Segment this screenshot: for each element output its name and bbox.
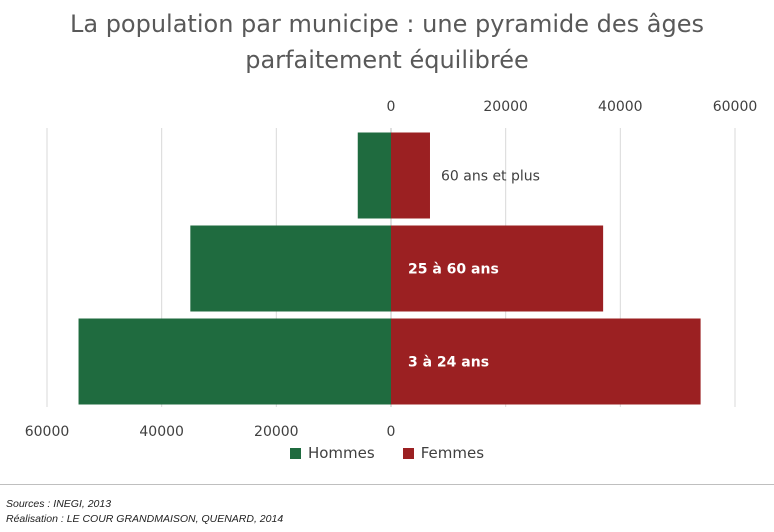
- category-label: 25 à 60 ans: [408, 262, 499, 278]
- footer-divider: [0, 484, 774, 485]
- chart-title-line-2: parfaitement équilibrée: [245, 46, 529, 74]
- legend-item-femmes: Femmes: [402, 444, 485, 462]
- bar-hommes: [190, 225, 391, 312]
- legend: Hommes Femmes: [0, 444, 774, 462]
- bottom-axis-tick-label: 40000: [139, 424, 184, 440]
- bar-hommes: [78, 318, 392, 405]
- legend-label-femmes: Femmes: [420, 444, 485, 462]
- top-axis-tick-label: 60000: [713, 99, 758, 115]
- population-pyramid-chart: 0 20000 40000 60000 60000 40000 20000 0 60 ans e…: [25, 99, 758, 440]
- realisation-text: Réalisation : LE COUR GRANDMAISON, QUENA…: [6, 513, 284, 525]
- bar-femmes: [391, 318, 701, 405]
- top-axis-tick-label: 40000: [598, 99, 643, 115]
- top-axis-tick-label: 20000: [483, 99, 528, 115]
- chart-title-line-1: La population par municipe : une pyramid…: [69, 10, 704, 38]
- legend-swatch-hommes: [289, 447, 301, 459]
- bottom-axis-tick-label: 20000: [254, 424, 299, 440]
- top-axis-tick-label: 0: [387, 99, 396, 115]
- legend-label-hommes: Hommes: [307, 444, 375, 462]
- bar-femmes: [391, 225, 604, 312]
- bar-hommes: [357, 132, 391, 219]
- sources-text: Sources : INEGI, 2013: [6, 498, 112, 510]
- bottom-axis-tick-label: 60000: [25, 424, 70, 440]
- chart-title: La population par municipe : une pyramid…: [0, 6, 774, 78]
- bar-femmes: [391, 132, 430, 219]
- category-label: 3 à 24 ans: [408, 355, 489, 371]
- bottom-axis-tick-label: 0: [387, 424, 396, 440]
- legend-swatch-femmes: [402, 447, 414, 459]
- legend-item-hommes: Hommes: [289, 444, 375, 462]
- category-label: 60 ans et plus: [441, 169, 540, 185]
